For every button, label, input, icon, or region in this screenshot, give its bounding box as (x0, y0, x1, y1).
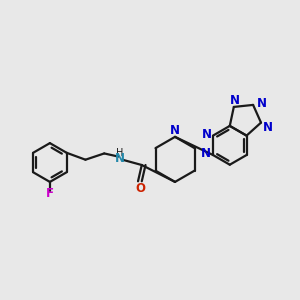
Text: N: N (201, 147, 211, 160)
Text: N: N (202, 128, 212, 140)
Text: H: H (116, 148, 124, 158)
Text: N: N (257, 97, 267, 110)
Text: N: N (115, 152, 125, 165)
Text: F: F (46, 187, 54, 200)
Text: N: N (230, 94, 239, 106)
Text: O: O (135, 182, 145, 195)
Text: N: N (170, 124, 180, 137)
Text: N: N (263, 121, 273, 134)
